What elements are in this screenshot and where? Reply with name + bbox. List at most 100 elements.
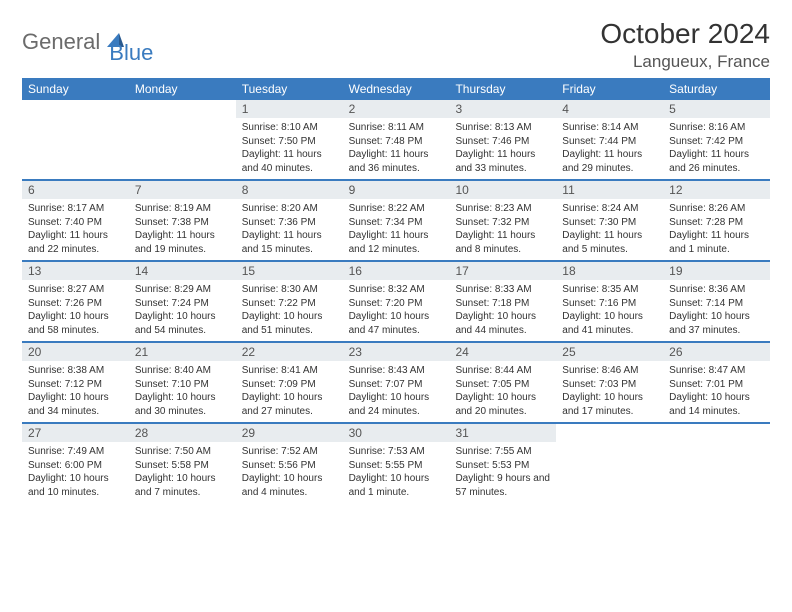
day-details: Sunrise: 8:24 AMSunset: 7:30 PMDaylight:… (556, 199, 663, 260)
day-number: 19 (663, 262, 770, 280)
sunset-text: Sunset: 7:28 PM (669, 216, 764, 230)
page-header: General Blue October 2024 Langueux, Fran… (22, 18, 770, 72)
sunset-text: Sunset: 7:42 PM (669, 135, 764, 149)
sunrise-text: Sunrise: 8:38 AM (28, 364, 123, 378)
sunrise-text: Sunrise: 8:27 AM (28, 283, 123, 297)
daylight-text: Daylight: 10 hours and 20 minutes. (455, 391, 550, 418)
week-row: 27Sunrise: 7:49 AMSunset: 6:00 PMDayligh… (22, 424, 770, 503)
day-number: 8 (236, 181, 343, 199)
sunset-text: Sunset: 5:55 PM (349, 459, 444, 473)
sunset-text: Sunset: 7:01 PM (669, 378, 764, 392)
day-cell: 5Sunrise: 8:16 AMSunset: 7:42 PMDaylight… (663, 100, 770, 179)
day-details: Sunrise: 8:40 AMSunset: 7:10 PMDaylight:… (129, 361, 236, 422)
sunrise-text: Sunrise: 7:53 AM (349, 445, 444, 459)
day-number: 7 (129, 181, 236, 199)
sunrise-text: Sunrise: 8:17 AM (28, 202, 123, 216)
day-number: 31 (449, 424, 556, 442)
sunset-text: Sunset: 7:26 PM (28, 297, 123, 311)
day-number: 5 (663, 100, 770, 118)
day-details: Sunrise: 8:17 AMSunset: 7:40 PMDaylight:… (22, 199, 129, 260)
sunset-text: Sunset: 5:58 PM (135, 459, 230, 473)
sunset-text: Sunset: 7:22 PM (242, 297, 337, 311)
day-cell: 1Sunrise: 8:10 AMSunset: 7:50 PMDaylight… (236, 100, 343, 179)
day-number: 6 (22, 181, 129, 199)
sunset-text: Sunset: 5:56 PM (242, 459, 337, 473)
sunset-text: Sunset: 7:14 PM (669, 297, 764, 311)
day-cell: 28Sunrise: 7:50 AMSunset: 5:58 PMDayligh… (129, 424, 236, 503)
day-details: Sunrise: 8:32 AMSunset: 7:20 PMDaylight:… (343, 280, 450, 341)
day-number: 10 (449, 181, 556, 199)
day-number: 29 (236, 424, 343, 442)
day-number: 27 (22, 424, 129, 442)
day-cell: 16Sunrise: 8:32 AMSunset: 7:20 PMDayligh… (343, 262, 450, 341)
day-cell (129, 100, 236, 179)
sunrise-text: Sunrise: 8:33 AM (455, 283, 550, 297)
day-cell: 12 Sunrise: 8:26 AMSunset: 7:28 PMDayligh… (663, 181, 770, 260)
brand-part2: Blue (109, 40, 153, 66)
day-cell: 15Sunrise: 8:30 AMSunset: 7:22 PMDayligh… (236, 262, 343, 341)
day-cell: 17Sunrise: 8:33 AMSunset: 7:18 PMDayligh… (449, 262, 556, 341)
day-number: 9 (343, 181, 450, 199)
sunrise-text: Sunrise: 8:19 AM (135, 202, 230, 216)
daylight-text: Daylight: 10 hours and 17 minutes. (562, 391, 657, 418)
day-cell: 9Sunrise: 8:22 AMSunset: 7:34 PMDaylight… (343, 181, 450, 260)
daylight-text: Daylight: 11 hours and 22 minutes. (28, 229, 123, 256)
daylight-text: Daylight: 11 hours and 5 minutes. (562, 229, 657, 256)
sunrise-text: Sunrise: 7:55 AM (455, 445, 550, 459)
day-details: Sunrise: 8:46 AMSunset: 7:03 PMDaylight:… (556, 361, 663, 422)
sunrise-text: Sunrise: 8:23 AM (455, 202, 550, 216)
sunset-text: Sunset: 7:10 PM (135, 378, 230, 392)
day-details: Sunrise: 8:30 AMSunset: 7:22 PMDaylight:… (236, 280, 343, 341)
sunrise-text: Sunrise: 8:22 AM (349, 202, 444, 216)
month-title: October 2024 (600, 18, 770, 50)
daylight-text: Daylight: 10 hours and 1 minute. (349, 472, 444, 499)
day-cell: 19Sunrise: 8:36 AMSunset: 7:14 PMDayligh… (663, 262, 770, 341)
sunrise-text: Sunrise: 8:41 AM (242, 364, 337, 378)
day-details: Sunrise: 8:22 AMSunset: 7:34 PMDaylight:… (343, 199, 450, 260)
calendar-page: General Blue October 2024 Langueux, Fran… (0, 0, 792, 521)
day-cell (22, 100, 129, 179)
day-cell (556, 424, 663, 503)
day-number: 30 (343, 424, 450, 442)
daylight-text: Daylight: 10 hours and 47 minutes. (349, 310, 444, 337)
day-number: 13 (22, 262, 129, 280)
sunset-text: Sunset: 7:38 PM (135, 216, 230, 230)
sunset-text: Sunset: 7:40 PM (28, 216, 123, 230)
sunrise-text: Sunrise: 8:11 AM (349, 121, 444, 135)
sunset-text: Sunset: 7:16 PM (562, 297, 657, 311)
day-details: Sunrise: 8:33 AMSunset: 7:18 PMDaylight:… (449, 280, 556, 341)
day-details: Sunrise: 8:23 AMSunset: 7:32 PMDaylight:… (449, 199, 556, 260)
week-row: 1Sunrise: 8:10 AMSunset: 7:50 PMDaylight… (22, 100, 770, 181)
daylight-text: Daylight: 11 hours and 12 minutes. (349, 229, 444, 256)
day-number: 12 (663, 181, 770, 199)
day-number: 23 (343, 343, 450, 361)
daylight-text: Daylight: 10 hours and 54 minutes. (135, 310, 230, 337)
day-number: 25 (556, 343, 663, 361)
daylight-text: Daylight: 10 hours and 44 minutes. (455, 310, 550, 337)
daylight-text: Daylight: 10 hours and 41 minutes. (562, 310, 657, 337)
daylight-text: Daylight: 11 hours and 1 minute. (669, 229, 764, 256)
day-cell: 7Sunrise: 8:19 AMSunset: 7:38 PMDaylight… (129, 181, 236, 260)
sunset-text: Sunset: 7:32 PM (455, 216, 550, 230)
sunset-text: Sunset: 5:53 PM (455, 459, 550, 473)
day-cell: 18Sunrise: 8:35 AMSunset: 7:16 PMDayligh… (556, 262, 663, 341)
title-block: October 2024 Langueux, France (600, 18, 770, 72)
day-details: Sunrise: 7:52 AMSunset: 5:56 PMDaylight:… (236, 442, 343, 503)
sunrise-text: Sunrise: 8:32 AM (349, 283, 444, 297)
daylight-text: Daylight: 10 hours and 30 minutes. (135, 391, 230, 418)
sunrise-text: Sunrise: 8:26 AM (669, 202, 764, 216)
day-details: Sunrise: 7:50 AMSunset: 5:58 PMDaylight:… (129, 442, 236, 503)
day-details: Sunrise: 8:19 AMSunset: 7:38 PMDaylight:… (129, 199, 236, 260)
daylight-text: Daylight: 11 hours and 15 minutes. (242, 229, 337, 256)
sunset-text: Sunset: 7:30 PM (562, 216, 657, 230)
calendar-grid: SundayMondayTuesdayWednesdayThursdayFrid… (22, 78, 770, 503)
sunrise-text: Sunrise: 8:35 AM (562, 283, 657, 297)
day-cell: 29Sunrise: 7:52 AMSunset: 5:56 PMDayligh… (236, 424, 343, 503)
daylight-text: Daylight: 10 hours and 27 minutes. (242, 391, 337, 418)
day-cell: 22Sunrise: 8:41 AMSunset: 7:09 PMDayligh… (236, 343, 343, 422)
day-number: 26 (663, 343, 770, 361)
day-cell: 13Sunrise: 8:27 AMSunset: 7:26 PMDayligh… (22, 262, 129, 341)
sunset-text: Sunset: 7:20 PM (349, 297, 444, 311)
weekday-header: Tuesday (236, 78, 343, 100)
sunset-text: Sunset: 7:12 PM (28, 378, 123, 392)
